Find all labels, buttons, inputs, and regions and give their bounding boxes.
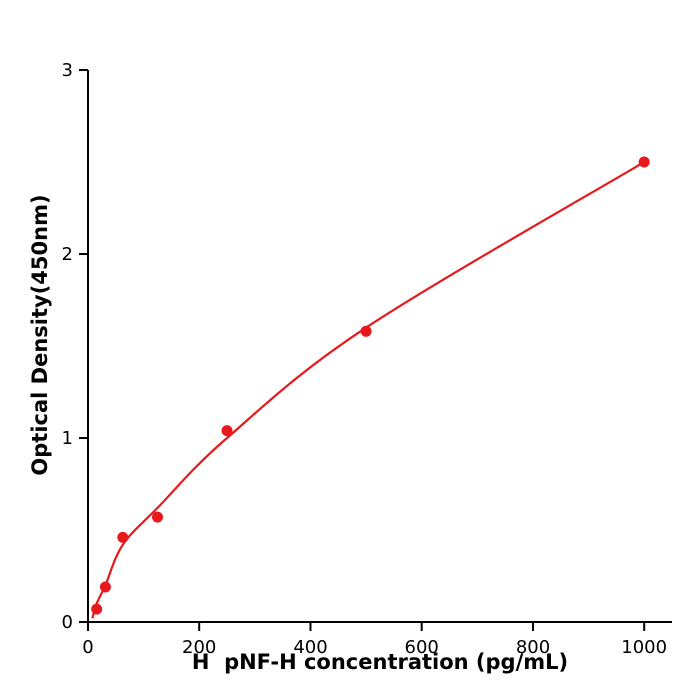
x-tick-label: 1000	[621, 637, 667, 658]
data-point	[638, 156, 650, 168]
x-axis-title: H pNF-H concentration (pg/mL)	[191, 650, 569, 674]
y-tick-label: 0	[62, 612, 73, 633]
y-axis-title: Optical Density(450nm)	[28, 194, 52, 476]
data-point	[117, 531, 129, 543]
x-tick-label: 0	[82, 637, 93, 658]
y-tick-label: 1	[62, 428, 73, 449]
x-tick-label: 400	[293, 637, 327, 658]
y-tick-label: 2	[62, 244, 73, 265]
data-point	[360, 325, 372, 337]
data-point	[221, 425, 233, 437]
x-tick-label: 600	[405, 637, 439, 658]
data-point	[99, 581, 111, 593]
y-tick-label: 3	[62, 60, 73, 81]
data-point	[91, 603, 103, 615]
fitted-curve	[91, 161, 645, 619]
axis-lines	[87, 70, 672, 623]
x-tick-label: 800	[516, 637, 550, 658]
x-tick-label: 200	[182, 637, 216, 658]
data-point	[152, 511, 163, 523]
